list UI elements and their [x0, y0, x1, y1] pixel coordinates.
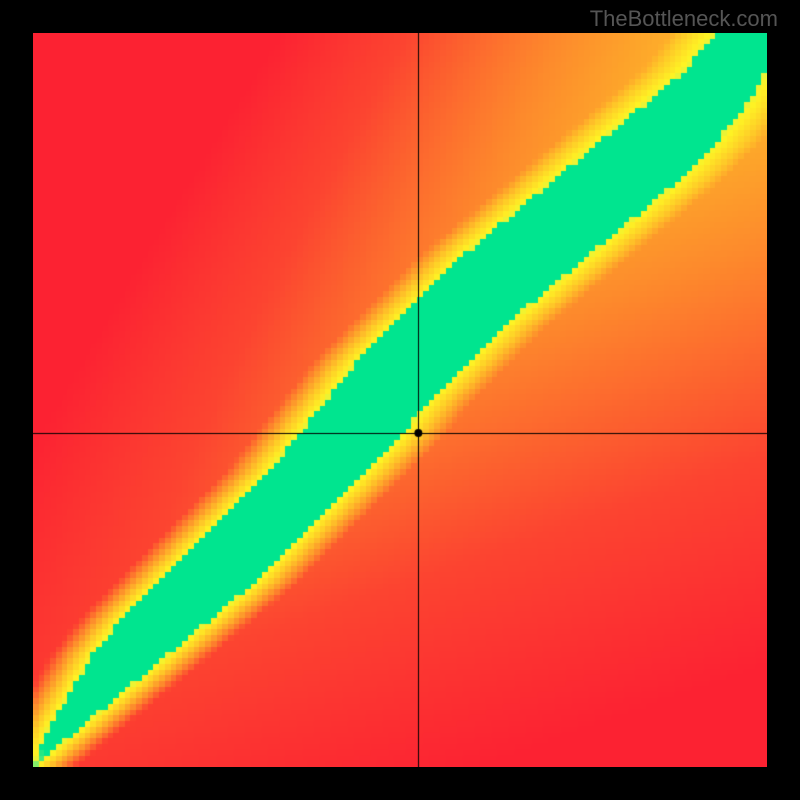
attribution-text: TheBottleneck.com — [590, 6, 778, 32]
chart-container: TheBottleneck.com — [0, 0, 800, 800]
bottleneck-heatmap — [33, 33, 767, 767]
